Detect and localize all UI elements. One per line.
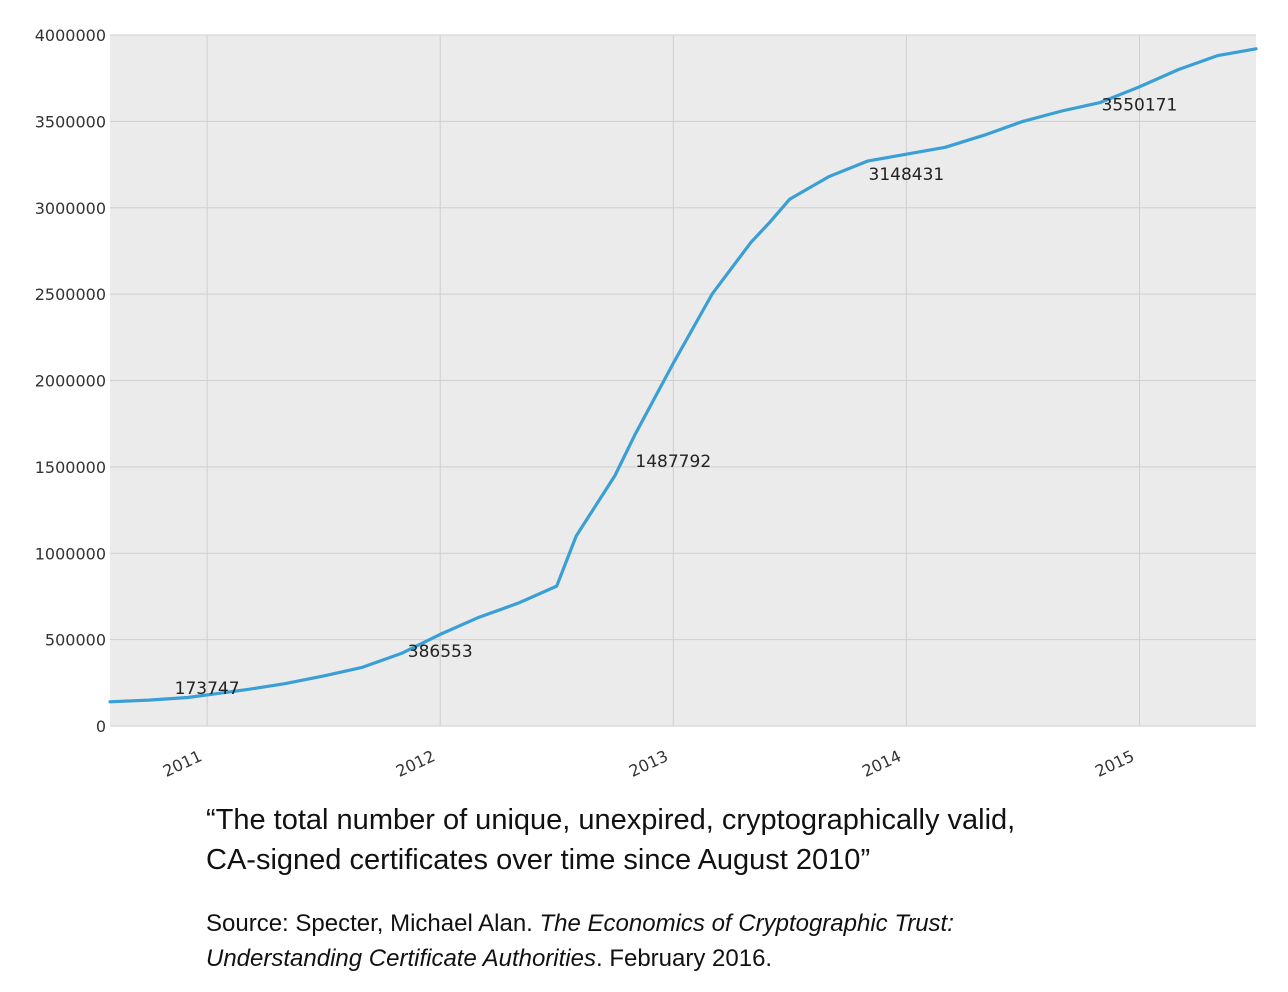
source-title-part-2: Understanding Certificate Authorities — [206, 945, 596, 972]
data-label: 173747 — [175, 679, 240, 699]
x-tick-label: 2015 — [1092, 746, 1137, 780]
data-label: 3550171 — [1102, 96, 1178, 116]
y-tick-label: 4000000 — [35, 26, 106, 45]
source-line-1: Source: Specter, Michael Alan. The Econo… — [206, 906, 1266, 941]
source-title-part-1: The Economics of Cryptographic Trust: — [539, 910, 954, 937]
y-tick-label: 3000000 — [35, 199, 106, 218]
x-tick-label: 2014 — [859, 746, 904, 780]
x-tick-label: 2011 — [160, 746, 205, 780]
source-line-2: Understanding Certificate Authorities. F… — [206, 941, 1266, 976]
x-tick-label: 2013 — [626, 746, 671, 780]
y-tick-label: 2000000 — [35, 372, 106, 391]
y-tick-label: 1500000 — [35, 458, 106, 477]
source-citation: Source: Specter, Michael Alan. The Econo… — [206, 906, 1266, 976]
y-tick-label: 500000 — [45, 631, 106, 650]
data-label: 386553 — [408, 642, 473, 662]
source-suffix: . February 2016. — [595, 945, 773, 972]
chart-container: 0 500000 1000000 1500000 2000000 2500000 30000… — [35, 26, 1258, 781]
data-label: 3148431 — [869, 165, 945, 185]
y-tick-label: 2500000 — [35, 285, 106, 304]
y-tick-label: 3500000 — [35, 112, 106, 131]
line-chart: 0 500000 1000000 1500000 2000000 2500000 30000… — [35, 26, 1258, 781]
y-tick-label: 0 — [96, 717, 106, 736]
data-label: 1487792 — [635, 452, 711, 472]
y-tick-label: 1000000 — [35, 544, 106, 563]
series-line — [108, 47, 1258, 704]
chart-caption: “The total number of unique, unexpired, … — [206, 800, 1206, 880]
caption-line-2: CA-signed certificates over time since A… — [206, 844, 871, 876]
caption-line-1: “The total number of unique, unexpired, … — [206, 804, 1016, 836]
x-tick-label: 2012 — [393, 746, 438, 780]
source-prefix: Source: Specter, Michael Alan. — [206, 910, 540, 937]
